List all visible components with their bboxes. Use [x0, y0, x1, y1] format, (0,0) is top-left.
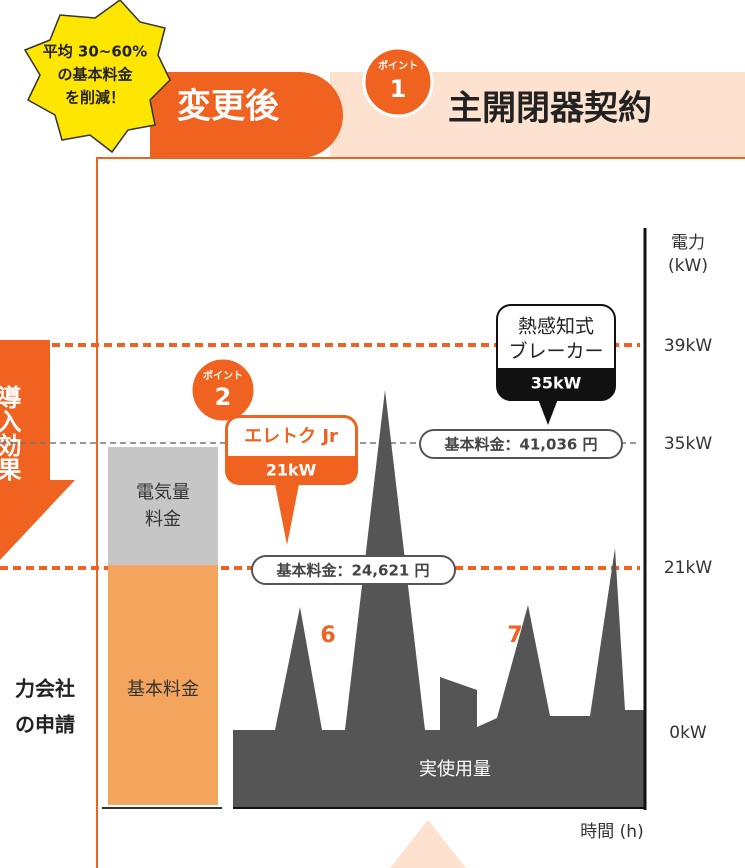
- point2-number: 2: [215, 383, 232, 411]
- eletoku-pointer: [275, 484, 299, 545]
- breaker-text: 熱感知式: [518, 316, 594, 338]
- usage-label: 実使用量: [419, 759, 491, 780]
- after-label: 変更後: [177, 87, 280, 127]
- badge-text: を削減！: [65, 89, 125, 107]
- energy-bar: [108, 447, 218, 565]
- usage-shape: [233, 390, 645, 808]
- bottom-arrow: [390, 820, 466, 868]
- left-text: の申請: [15, 713, 75, 737]
- basic-label: 基本料金: [127, 679, 199, 700]
- left-arrow: [0, 340, 75, 560]
- left-text: 力会社: [15, 677, 75, 701]
- breaker-value: 35kW: [531, 374, 582, 393]
- header-title: 主開閉器契約: [448, 89, 652, 129]
- point1-circle: [362, 46, 434, 118]
- unit-label: 電力: [671, 233, 705, 253]
- after-pill: [150, 72, 343, 158]
- unit-label: (kW): [668, 256, 708, 276]
- level-label: 39kW: [664, 336, 712, 356]
- point1-label: ポイント: [378, 59, 418, 72]
- energy-label: 料金: [145, 509, 181, 530]
- breaker-value-bg: [497, 368, 615, 400]
- fee-label: 基本料金：41,036 円: [443, 436, 597, 454]
- energy-label: 電気量: [136, 482, 190, 503]
- fee-label: 基本料金：24,621 円: [275, 562, 429, 580]
- breaker-text: ブレーカー: [508, 340, 603, 363]
- basic-bar: [108, 565, 218, 805]
- breaker-pointer: [538, 399, 558, 425]
- eletoku-name: エレトク Jr: [244, 426, 338, 447]
- level-label: 0kW: [669, 723, 707, 743]
- badge-text: の基本料金: [57, 66, 133, 84]
- badge-star: [23, 0, 171, 154]
- time-label: 時間 (h): [580, 822, 643, 842]
- fee-pill: [251, 555, 456, 585]
- peak-label: 6: [320, 623, 335, 648]
- eletoku-value: 21kW: [266, 461, 317, 480]
- badge-text: 平均 30~60%: [43, 43, 148, 61]
- point2-circle: [189, 356, 257, 424]
- level-label: 21kW: [664, 558, 712, 578]
- point1-number: 1: [390, 75, 407, 103]
- eletoku-top: [228, 440, 355, 456]
- level-label: 35kW: [664, 434, 712, 454]
- fee-pill: [419, 429, 623, 459]
- point2-label: ポイント: [203, 369, 243, 382]
- peak-label: 7: [507, 623, 522, 648]
- left-arrow-text: 導入効果: [0, 384, 21, 481]
